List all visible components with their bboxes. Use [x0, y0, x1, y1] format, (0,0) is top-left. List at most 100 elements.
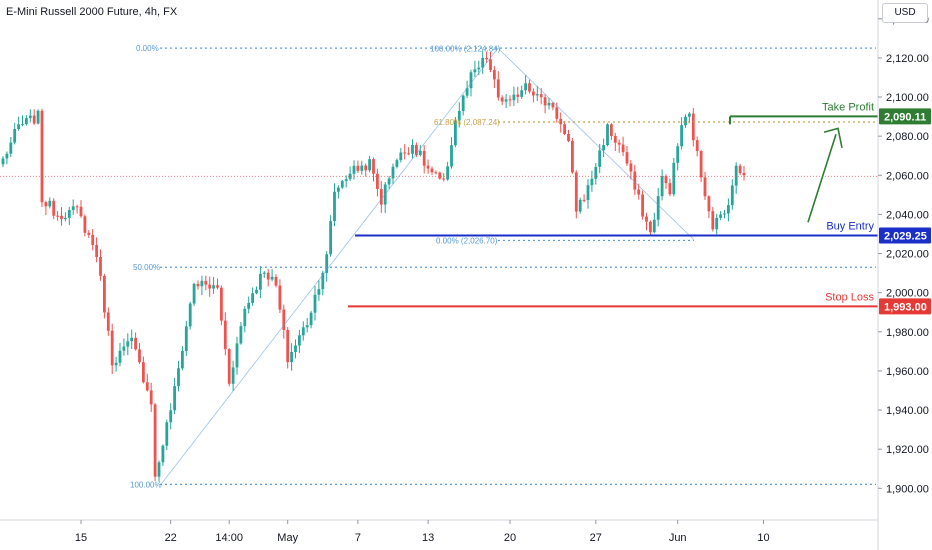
candle-body: [231, 367, 235, 384]
candle-body: [586, 185, 590, 200]
candle-body: [625, 152, 629, 164]
candle-body: [262, 272, 266, 274]
candle-body: [274, 276, 278, 286]
projection-arrow-shaft: [807, 133, 837, 223]
candle-body: [294, 345, 297, 352]
candle-body: [173, 386, 176, 411]
candle-body: [512, 94, 516, 101]
candle-body: [672, 162, 676, 195]
candle-body: [313, 294, 317, 313]
candle-body: [60, 215, 63, 220]
candle-body: [520, 90, 524, 97]
candle-body: [422, 150, 426, 166]
currency-selector[interactable]: USD: [882, 3, 928, 23]
candle-body: [649, 221, 652, 233]
fib-label-618: 61.80% (2,087.24): [434, 118, 500, 127]
candle-body: [379, 188, 383, 205]
candle-body: [594, 166, 598, 179]
candle-body: [621, 144, 625, 153]
candle-body: [571, 141, 574, 173]
candle-body: [13, 128, 17, 143]
candle-body: [528, 83, 531, 92]
time-tick-label: 15: [75, 532, 87, 544]
price-tick-label: 1,900.00: [886, 483, 929, 495]
candle-body: [352, 165, 356, 174]
candle-body: [415, 144, 418, 155]
stop-loss-label: Stop Loss: [825, 291, 874, 303]
candle-body: [684, 116, 687, 126]
candle-body: [633, 171, 637, 190]
candle-body: [660, 176, 664, 197]
candle-body: [79, 206, 83, 217]
time-tick-label: 22: [165, 532, 177, 544]
candle-body: [208, 284, 212, 289]
candle-body: [719, 214, 722, 218]
candle-body: [446, 166, 449, 180]
candle-body: [645, 216, 648, 222]
candle-body: [286, 329, 290, 363]
candle-body: [360, 165, 364, 171]
candle-body: [134, 337, 137, 350]
candle-body: [216, 285, 219, 288]
buy-entry-price-box: [879, 227, 931, 244]
price-tick-label: 1,980.00: [886, 327, 929, 339]
candle-body: [539, 94, 543, 98]
candle-body: [481, 57, 485, 68]
candle-body: [508, 99, 512, 101]
candle-body: [106, 312, 110, 331]
candle-body: [637, 189, 641, 195]
candle-body: [48, 200, 52, 207]
candle-body: [157, 462, 161, 477]
candle-body: [411, 144, 414, 154]
candle-body: [36, 110, 40, 124]
candle-body: [578, 199, 582, 212]
candle-body: [344, 179, 348, 182]
price-tick-label: 2,080.00: [886, 131, 929, 143]
candle-body: [598, 150, 602, 167]
candle-body: [465, 88, 469, 96]
candle-body: [340, 181, 344, 188]
candle-body: [738, 165, 742, 174]
candle-body: [656, 196, 660, 220]
candle-body: [547, 102, 551, 106]
candle-body: [532, 91, 535, 96]
candle-body: [493, 69, 496, 80]
candle-body: [426, 165, 430, 169]
candle-body: [543, 97, 547, 106]
candle-body: [450, 145, 453, 167]
candle-body: [504, 99, 508, 102]
price-tick-label: 1,960.00: [886, 366, 929, 378]
time-tick-label: 10: [757, 532, 769, 544]
candle-body: [664, 176, 668, 184]
candle-body: [699, 151, 703, 178]
fib-label-high: 100.00% (2,124.84): [430, 44, 501, 53]
candle-body: [723, 213, 726, 215]
candle-body: [40, 110, 44, 203]
candle-body: [742, 173, 746, 176]
candle-body: [110, 330, 114, 366]
candle-body: [243, 308, 247, 327]
candle-body: [551, 102, 555, 108]
candle-body: [438, 172, 442, 179]
candle-body: [473, 69, 477, 73]
candle-body: [9, 142, 13, 154]
candle-body: [130, 337, 134, 342]
candle-body: [118, 350, 122, 363]
candle-body: [212, 285, 215, 289]
price-tick-label: 2,060.00: [886, 170, 929, 182]
candle-body: [418, 150, 422, 155]
candle-body: [153, 404, 157, 477]
candle-body: [399, 152, 403, 161]
candle-body: [496, 79, 500, 98]
candle-body: [707, 196, 711, 212]
candle-body: [165, 422, 169, 446]
candle-body: [75, 206, 79, 208]
candle-body: [161, 445, 165, 463]
candle-body: [403, 152, 407, 154]
stop-loss-price-box: [879, 298, 931, 315]
candle-body: [734, 165, 738, 186]
candle-body: [145, 382, 149, 391]
candle-body: [5, 153, 9, 159]
stop-loss-price-label: 1,993.00: [884, 301, 927, 313]
